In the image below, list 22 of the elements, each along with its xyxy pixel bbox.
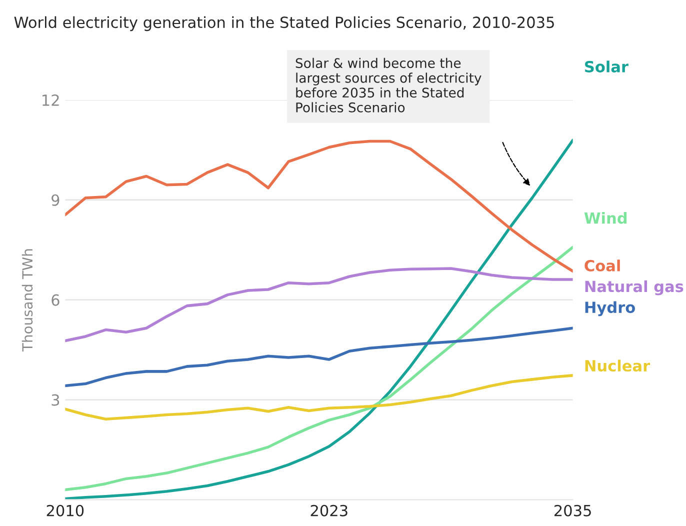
line-series <box>65 246 573 492</box>
series-label: Wind <box>584 212 627 224</box>
text: Solar <box>585 60 628 72</box>
annotation: Solar & wind become the largest sources of electricity before 2035 in the Stated Policies Scenario <box>296 58 482 112</box>
chart-title: World electricity generation in the Stated Policies Scenario, 2010-2035 <box>14 16 554 32</box>
series-label: Nuclear <box>585 360 650 372</box>
line-series <box>65 267 573 342</box>
y-tick-label: 12 <box>42 94 59 106</box>
x-tick-label: 2035 <box>554 504 591 516</box>
series-label: Natural gas <box>585 280 684 296</box>
y-axis-title: Thousand TWh <box>22 249 33 352</box>
line-series <box>65 374 573 420</box>
y-tick-label: 9 <box>52 194 60 206</box>
y-tick-label: 3 <box>52 394 60 406</box>
series-label: Coal <box>584 260 620 272</box>
x-tick-label: 2010 <box>46 504 84 516</box>
x-tick-label: 2023 <box>310 504 348 516</box>
line-series <box>65 140 573 273</box>
line-series <box>65 326 573 388</box>
y-tick-label: 6 <box>52 294 60 306</box>
series-label: Hydro <box>585 301 635 316</box>
line-series <box>65 138 573 500</box>
